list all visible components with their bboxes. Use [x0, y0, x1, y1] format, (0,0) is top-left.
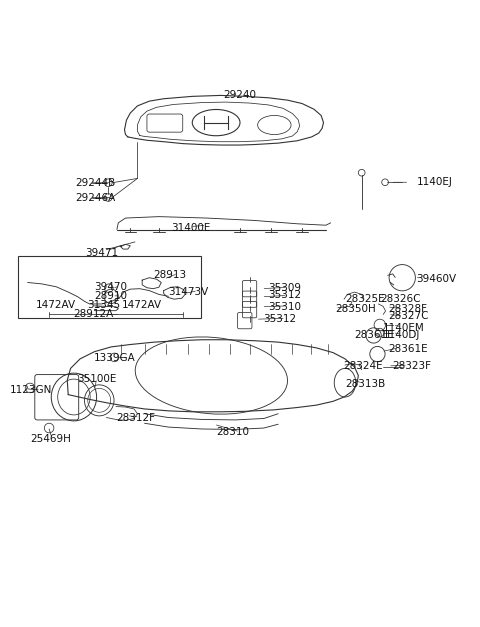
Text: 31345: 31345: [87, 300, 120, 310]
Text: 1123GN: 1123GN: [10, 385, 52, 395]
Text: 31400E: 31400E: [171, 223, 210, 233]
Text: 28912A: 28912A: [73, 310, 113, 319]
Text: 28361E: 28361E: [355, 330, 394, 340]
Text: 28913: 28913: [153, 270, 186, 280]
Text: 1140EM: 1140EM: [383, 323, 425, 333]
Text: 35312: 35312: [263, 314, 296, 324]
Text: 35312: 35312: [268, 290, 301, 300]
Text: 1472AV: 1472AV: [121, 300, 162, 310]
Text: 35309: 35309: [268, 283, 300, 293]
Text: 1140EJ: 1140EJ: [417, 177, 453, 187]
Text: 28326C: 28326C: [380, 294, 420, 304]
Text: 28324E: 28324E: [344, 361, 383, 371]
Text: 28323F: 28323F: [393, 361, 432, 371]
Text: 28910: 28910: [95, 291, 128, 301]
Text: 28313B: 28313B: [345, 379, 385, 389]
Text: 35310: 35310: [268, 302, 300, 312]
Text: 28328F: 28328F: [388, 303, 427, 314]
Text: 28361E: 28361E: [388, 344, 428, 354]
Text: 29244B: 29244B: [75, 177, 116, 187]
Text: 39470: 39470: [95, 282, 128, 292]
Text: 28350H: 28350H: [336, 303, 376, 314]
Text: 28312F: 28312F: [116, 413, 155, 423]
Text: 39471: 39471: [85, 248, 118, 258]
Bar: [18, 256, 201, 319]
Text: 28310: 28310: [216, 427, 249, 437]
Text: 29246A: 29246A: [75, 192, 116, 203]
Text: 35100E: 35100E: [77, 374, 116, 384]
Text: 1472AV: 1472AV: [36, 300, 76, 310]
Text: 1140DJ: 1140DJ: [383, 330, 420, 340]
Text: 28327C: 28327C: [388, 312, 429, 322]
Text: 31473V: 31473V: [168, 287, 209, 297]
Text: 29240: 29240: [224, 90, 256, 100]
Text: 28325E: 28325E: [345, 294, 384, 304]
Text: 25469H: 25469H: [30, 434, 71, 444]
Text: 1339GA: 1339GA: [94, 354, 135, 364]
Text: 39460V: 39460V: [417, 274, 456, 284]
